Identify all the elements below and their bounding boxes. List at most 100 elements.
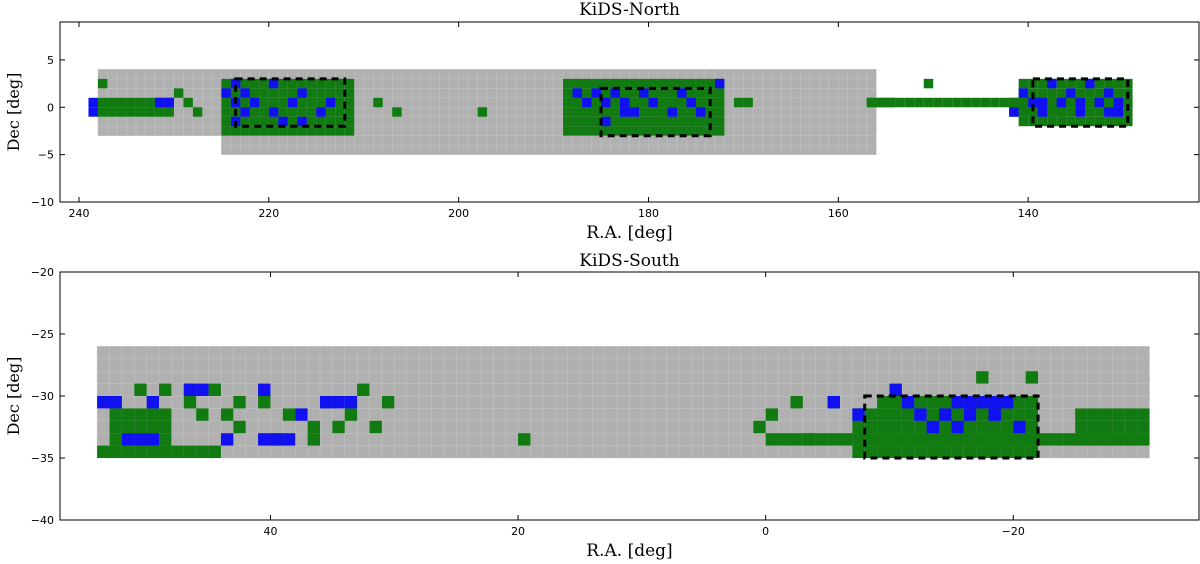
footprint-tile-north [458, 125, 469, 136]
footprint-tile-south [418, 383, 432, 397]
footprint-tile-north [477, 125, 488, 136]
footprint-tile-north [496, 116, 507, 127]
footprint-tile-south [654, 346, 667, 360]
footprint-tile-south [233, 346, 246, 360]
footprint-tile-north [145, 116, 156, 127]
footprint-tile-north [420, 78, 431, 89]
observed-tile-south [901, 445, 915, 458]
footprint-tile-north [505, 125, 516, 136]
footprint-tile-north [534, 135, 545, 146]
observed-tile-south [877, 396, 890, 409]
footprint-tile-north [439, 69, 450, 80]
observed-tile-north [686, 116, 696, 127]
footprint-tile-north [202, 69, 213, 80]
footprint-tile-south [592, 370, 605, 384]
footprint-tile-north [448, 116, 459, 127]
footprint-tile-north [724, 88, 735, 99]
overlap-tile-north [714, 78, 725, 89]
observed-tile-south [889, 396, 902, 409]
observed-tile-north [601, 88, 611, 98]
footprint-tile-north [800, 78, 811, 89]
observed-tile-north [686, 88, 696, 98]
observed-tile-south [518, 433, 531, 446]
x-tick-label-north: 180 [638, 207, 659, 220]
footprint-tile-south [616, 358, 630, 372]
footprint-tile-south [1074, 395, 1088, 409]
footprint-tile-south [604, 370, 618, 384]
observed-tile-north [1104, 116, 1114, 127]
observed-tile-south [1025, 433, 1039, 446]
footprint-tile-north [553, 97, 564, 108]
footprint-tile-north [439, 125, 450, 136]
footprint-tile-south [641, 383, 655, 397]
footprint-tile-south [493, 395, 506, 409]
footprint-tile-north [828, 107, 839, 117]
footprint-tile-south [765, 346, 779, 360]
footprint-tile-south [579, 358, 593, 372]
footprint-tile-south [616, 408, 630, 422]
footprint-tile-south [914, 358, 927, 372]
footprint-tile-north [145, 88, 156, 99]
footprint-tile-south [480, 420, 494, 434]
observed-tile-north [1056, 78, 1067, 89]
footprint-tile-south [926, 383, 940, 397]
observed-tile-south [1099, 433, 1113, 446]
footprint-tile-north [97, 69, 108, 80]
footprint-tile-south [691, 432, 705, 446]
overlap-tile-north [268, 78, 279, 89]
footprint-tile-south [158, 346, 172, 360]
footprint-tile-south [431, 445, 445, 459]
footprint-tile-south [616, 346, 630, 360]
footprint-tile-north [126, 125, 137, 136]
footprint-tile-south [257, 445, 271, 459]
observed-tile-south [864, 408, 878, 421]
observed-tile-south [146, 445, 160, 458]
observed-tile-south [852, 420, 865, 434]
footprint-tile-south [777, 408, 791, 422]
footprint-tile-south [678, 420, 692, 434]
footprint-tile-south [121, 370, 135, 384]
plot-area-south [96, 346, 1150, 460]
observed-tile-north [648, 107, 658, 117]
observed-tile-north [582, 107, 592, 117]
footprint-tile-north [600, 144, 611, 155]
overlap-tile-south [270, 433, 283, 446]
footprint-tile-south [554, 432, 568, 446]
overlap-tile-north [249, 97, 260, 108]
footprint-tile-north [353, 97, 364, 108]
overlap-tile-north [1075, 97, 1086, 108]
footprint-tile-south [183, 358, 197, 372]
footprint-tile-south [443, 346, 457, 360]
observed-tile-north [1047, 116, 1057, 127]
overlap-tile-north [297, 88, 307, 98]
footprint-tile-south [876, 358, 890, 372]
footprint-tile-south [468, 420, 482, 434]
footprint-tile-north [838, 125, 849, 136]
footprint-tile-south [96, 383, 110, 397]
footprint-tile-north [724, 78, 735, 89]
footprint-tile-north [515, 135, 526, 146]
overlap-tile-north [1018, 88, 1029, 98]
footprint-tile-south [554, 445, 568, 459]
footprint-tile-north [771, 107, 782, 117]
footprint-tile-north [771, 88, 782, 99]
overlap-tile-north [629, 107, 639, 117]
observed-tile-north [1047, 88, 1057, 98]
footprint-tile-north [410, 144, 421, 155]
footprint-tile-north [866, 69, 877, 80]
footprint-tile-south [332, 445, 345, 459]
footprint-tile-south [245, 395, 259, 409]
observed-tile-north [1113, 116, 1124, 127]
footprint-tile-north [439, 97, 450, 108]
ticks-south: 40 20 0 −20−20−25−30−35−40 [31, 266, 1199, 538]
observed-tile-north [107, 97, 117, 108]
footprint-tile-south [394, 370, 407, 384]
overlap-tile-north [1047, 78, 1057, 89]
observed-tile-north [1018, 116, 1029, 127]
footprint-tile-south [493, 445, 506, 459]
footprint-tile-south [517, 383, 531, 397]
footprint-tile-north [448, 135, 459, 146]
observed-tile-north [563, 97, 573, 108]
footprint-tile-south [356, 420, 370, 434]
footprint-tile-north [183, 88, 194, 99]
